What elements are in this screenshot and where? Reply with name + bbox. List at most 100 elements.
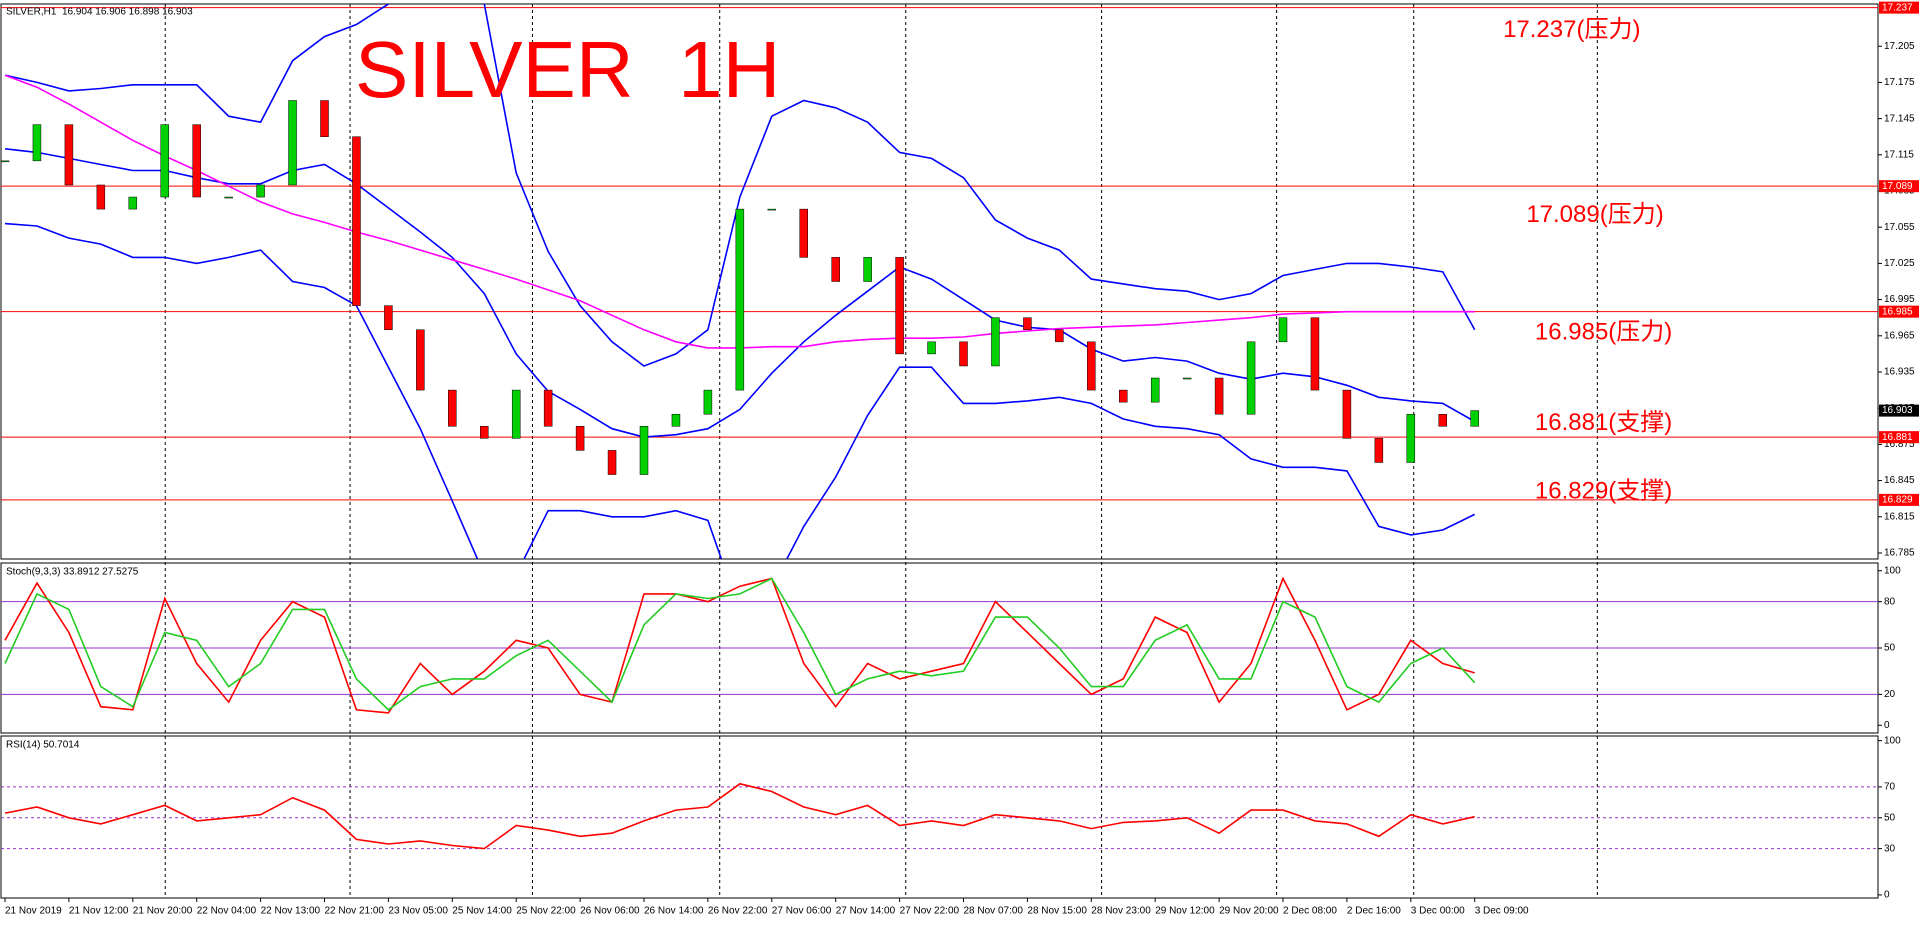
candle <box>575 426 585 451</box>
line <box>4 4 1476 367</box>
level-value: 17.237 <box>1882 2 1913 13</box>
x-tick-label: 3 Dec 00:00 <box>1411 906 1465 917</box>
x-tick-label: 28 Nov 23:00 <box>1091 906 1151 917</box>
candle <box>288 100 297 186</box>
y-tick-label: 100 <box>1884 565 1901 576</box>
candle <box>927 341 936 355</box>
x-tick-label: 27 Nov 14:00 <box>836 906 896 917</box>
candle <box>1055 329 1064 343</box>
panel <box>0 3 1879 560</box>
x-tick-label: 23 Nov 05:00 <box>388 906 448 917</box>
y-tick-label: 70 <box>1884 782 1896 793</box>
level-value: 16.829 <box>1882 495 1913 506</box>
candle <box>895 257 904 355</box>
candle <box>1406 413 1416 463</box>
y-tick-label: 17.145 <box>1884 113 1915 124</box>
x-tick-label: 2 Dec 16:00 <box>1347 906 1401 917</box>
y-tick-label: 17.115 <box>1884 149 1914 160</box>
x-tick-label: 28 Nov 07:00 <box>964 906 1024 917</box>
annotation: 16.829(支撑) <box>1535 477 1672 504</box>
candle <box>384 305 393 331</box>
candle <box>991 317 1000 367</box>
y-tick-label: 0 <box>1884 720 1890 731</box>
x-tick-label: 25 Nov 22:00 <box>516 906 576 917</box>
x-tick-label: 21 Nov 12:00 <box>69 906 129 917</box>
level-value: 16.985 <box>1882 306 1913 317</box>
line <box>4 577 1476 711</box>
y-tick-label: 16.935 <box>1884 367 1915 378</box>
y-tick-label: 16.845 <box>1884 475 1915 486</box>
indicator-title: RSI(14) 50.7014 <box>6 740 80 751</box>
candle <box>1150 377 1160 403</box>
level-box <box>1879 1 1919 14</box>
x-tick-label: 29 Nov 12:00 <box>1155 906 1215 917</box>
candle <box>64 124 74 186</box>
y-tick-label: 16.815 <box>1884 511 1915 522</box>
level-value: 17.089 <box>1882 181 1913 192</box>
candle <box>831 257 840 282</box>
candle <box>735 208 745 391</box>
x-tick-label: 3 Dec 09:00 <box>1475 906 1529 917</box>
line <box>4 782 1475 850</box>
y-tick-label: 17.025 <box>1884 258 1915 269</box>
level-box <box>1879 180 1919 193</box>
y-tick-label: 100 <box>1884 735 1901 746</box>
x-tick-label: 26 Nov 06:00 <box>580 906 640 917</box>
candle <box>448 389 457 427</box>
candle <box>1278 317 1288 343</box>
annotation: 17.089(压力) <box>1526 201 1663 228</box>
x-tick-label: 28 Nov 15:00 <box>1027 906 1087 917</box>
candle <box>767 208 777 211</box>
candle <box>1023 317 1032 331</box>
candle <box>799 208 808 258</box>
candle <box>1374 438 1384 463</box>
candle <box>224 196 233 199</box>
y-tick-label: 17.175 <box>1884 77 1915 88</box>
x-tick-label: 21 Nov 2019 <box>5 906 62 917</box>
candle <box>959 341 968 367</box>
y-tick-label: 80 <box>1884 596 1896 607</box>
x-tick-label: 27 Nov 06:00 <box>772 906 832 917</box>
candle <box>703 389 713 415</box>
x-tick-label: 29 Nov 20:00 <box>1219 906 1279 917</box>
level-box <box>1879 305 1919 318</box>
candle <box>128 196 138 210</box>
y-tick-label: 50 <box>1884 812 1896 823</box>
y-tick-label: 16.875 <box>1884 439 1915 450</box>
chart-title: SILVER 1H <box>355 25 780 114</box>
y-tick-label: 30 <box>1884 843 1896 854</box>
y-tick-label: 16.965 <box>1884 330 1915 341</box>
candle <box>192 124 201 198</box>
candle <box>96 184 106 210</box>
indicator-title: Stoch(9,3,3) 33.8912 27.5275 <box>6 567 139 578</box>
candle <box>0 160 10 163</box>
candle <box>1470 410 1479 427</box>
x-tick-label: 25 Nov 14:00 <box>452 906 512 917</box>
y-tick-label: 50 <box>1884 643 1896 654</box>
y-tick-label: 20 <box>1884 689 1896 700</box>
candle <box>1182 377 1192 380</box>
chart-header: SILVER,H1 16.904 16.906 16.898 16.903 <box>6 7 193 18</box>
line <box>4 576 1475 714</box>
x-tick-label: 22 Nov 04:00 <box>197 906 257 917</box>
level-box <box>1879 493 1919 506</box>
candle <box>1310 317 1320 391</box>
candle <box>480 426 489 439</box>
candle <box>352 136 361 306</box>
last-price: 16.903 <box>1882 405 1913 416</box>
y-tick-label: 16.995 <box>1884 294 1915 305</box>
candle <box>1438 413 1447 427</box>
candle <box>671 413 681 427</box>
y-tick-label: 16.785 <box>1884 548 1915 559</box>
level-value: 16.881 <box>1882 432 1913 443</box>
annotation: 16.881(支撑) <box>1535 409 1672 436</box>
y-tick-label: 17.055 <box>1884 222 1915 233</box>
candle <box>1246 341 1256 415</box>
x-tick-label: 21 Nov 20:00 <box>133 906 193 917</box>
x-tick-label: 2 Dec 08:00 <box>1283 906 1337 917</box>
x-tick-label: 22 Nov 13:00 <box>261 906 321 917</box>
candle <box>1119 389 1128 403</box>
candle <box>256 184 265 198</box>
candle <box>607 450 617 475</box>
candle <box>639 426 649 475</box>
